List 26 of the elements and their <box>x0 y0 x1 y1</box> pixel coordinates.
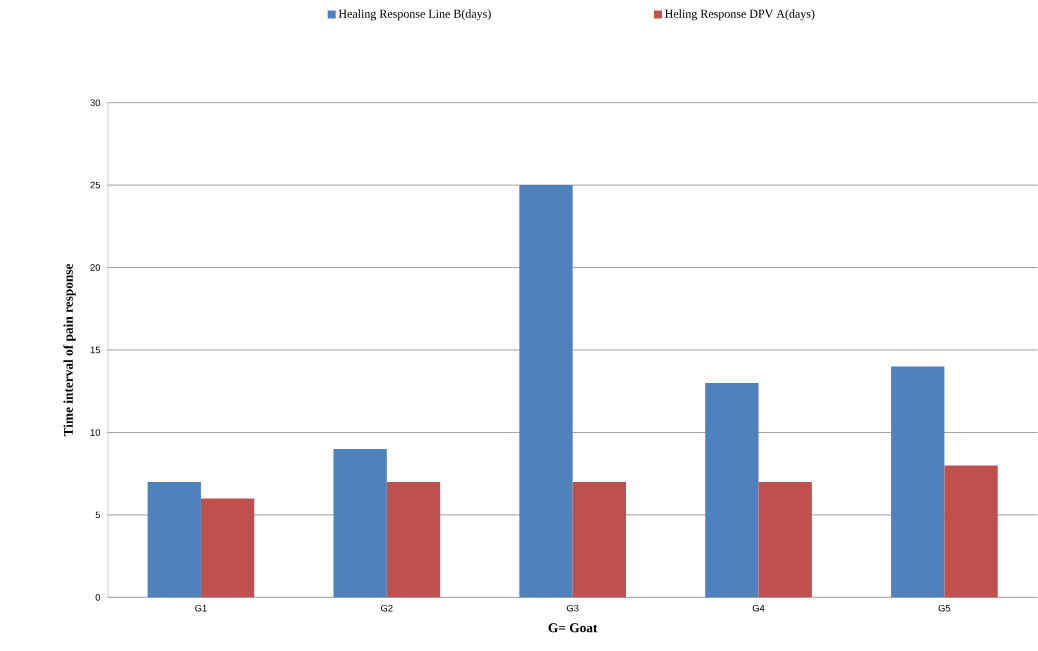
x-tick-label: G1 <box>195 604 207 612</box>
bar <box>944 465 998 598</box>
y-tick-label: 30 <box>90 99 101 106</box>
bar <box>891 366 945 598</box>
x-tick-label: G5 <box>938 604 951 612</box>
x-tick-label: G4 <box>752 604 765 612</box>
y-tick-label: 15 <box>90 346 101 354</box>
legend-label: Healing Response Line B(days) <box>338 9 491 21</box>
bar <box>758 481 812 598</box>
bar <box>386 481 441 598</box>
x-axis-title: G= Goat <box>548 623 598 633</box>
y-tick-label: 25 <box>90 181 101 189</box>
y-tick-label: 0 <box>95 594 101 601</box>
bar <box>333 448 387 598</box>
bar <box>200 498 255 598</box>
legend-label: Heling Response DPV A(days) <box>665 9 815 21</box>
x-tick-label: G2 <box>381 604 393 612</box>
bar <box>705 382 759 598</box>
y-tick-label: 20 <box>90 264 101 271</box>
bar <box>147 481 201 598</box>
y-tick-label: 5 <box>95 511 101 519</box>
bar <box>572 481 627 598</box>
y-tick-label: 10 <box>90 429 101 436</box>
y-axis-title: Time interval of pain response <box>63 263 76 437</box>
bar <box>519 185 573 598</box>
x-tick-label: G3 <box>566 604 579 612</box>
